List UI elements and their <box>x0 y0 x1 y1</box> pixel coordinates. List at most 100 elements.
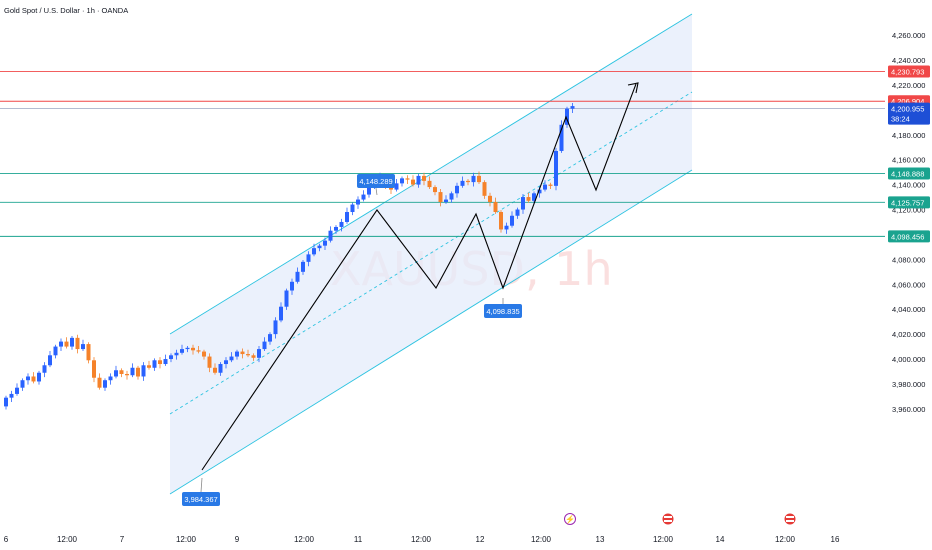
candle-body <box>235 351 239 357</box>
x-tick-label: 12:00 <box>57 535 78 544</box>
y-tick-label: 4,120.000 <box>892 206 925 215</box>
y-tick-label: 4,040.000 <box>892 305 925 314</box>
candle-body <box>31 376 36 382</box>
x-tick-label: 12:00 <box>176 535 197 544</box>
candle-body <box>345 212 349 222</box>
candle-body <box>114 370 118 377</box>
candle-body <box>9 393 14 398</box>
callout-leader <box>200 477 203 493</box>
channel-mid-line <box>169 91 693 415</box>
candle-body <box>4 397 8 407</box>
candle-body <box>125 373 129 376</box>
candle-body <box>482 182 487 196</box>
candle-body <box>37 372 41 382</box>
support-1-label: 4,148.888 <box>891 170 924 179</box>
candle-body <box>257 349 261 358</box>
countdown-label: 38:24 <box>891 115 910 124</box>
candle-body <box>268 334 272 342</box>
candle-body <box>493 202 498 213</box>
x-tick-label: 16 <box>831 535 840 544</box>
candle-body <box>312 248 316 255</box>
candle-body <box>416 175 421 185</box>
candle-body <box>251 355 256 358</box>
support-2-tag <box>888 196 930 209</box>
candle-body <box>328 230 333 241</box>
resistance-1-tag <box>888 65 930 78</box>
candle-body <box>169 355 173 360</box>
candle-body <box>246 354 250 356</box>
candle-body <box>185 347 190 350</box>
y-tick-label: 4,140.000 <box>892 181 925 190</box>
flag-event-icon-2 <box>784 513 796 525</box>
candle-body <box>26 376 30 381</box>
candle-body <box>356 199 360 205</box>
candle-body <box>515 209 520 216</box>
candle-body <box>433 187 437 193</box>
projection-path <box>201 83 637 471</box>
candle-body <box>455 185 459 194</box>
x-tick-label: 9 <box>235 535 240 544</box>
y-tick-label: 4,000.000 <box>892 355 925 364</box>
candle-body <box>559 124 564 151</box>
candle-body <box>466 180 470 183</box>
candle-body <box>323 240 327 246</box>
candle-body <box>70 337 74 347</box>
candle-body <box>570 106 575 109</box>
y-tick-label: 4,060.000 <box>892 280 925 289</box>
callout-label: 4,148.289 <box>359 177 392 186</box>
flag-stripe <box>786 516 794 518</box>
x-tick-label: 12:00 <box>775 535 796 544</box>
candle-body <box>290 281 294 291</box>
x-tick-label: 12 <box>476 535 485 544</box>
candle-body <box>207 356 212 368</box>
support-3-tag <box>888 230 930 243</box>
candle-body <box>48 355 52 366</box>
current-price-label: 4,200.955 <box>891 105 924 114</box>
candle-body <box>295 271 300 282</box>
candle-body <box>108 376 113 381</box>
candle-body <box>565 108 569 125</box>
candle-body <box>180 349 184 353</box>
y-tick-label: 4,180.000 <box>892 131 925 140</box>
callout-box <box>182 492 220 506</box>
candle-body <box>422 175 426 181</box>
y-tick-label: 4,260.000 <box>892 31 925 40</box>
candle-body <box>202 351 206 357</box>
candle-body <box>361 194 366 200</box>
projection-arrowhead <box>627 82 639 94</box>
x-tick-label: 12:00 <box>294 535 315 544</box>
y-tick-label: 4,220.000 <box>892 81 925 90</box>
candle-body <box>504 225 509 230</box>
candle-body <box>191 347 195 351</box>
candle-body <box>86 344 91 361</box>
candle-body <box>147 365 151 368</box>
candle-body <box>449 193 454 200</box>
support-2-label: 4,125.757 <box>891 198 924 207</box>
candle-body <box>284 290 289 307</box>
candle-body <box>174 352 179 356</box>
y-tick-label: 4,080.000 <box>892 255 925 264</box>
candle-body <box>92 360 96 378</box>
candle-body <box>240 351 245 355</box>
candle-body <box>554 150 558 186</box>
callout-label: 4,098.835 <box>486 307 519 316</box>
candle-body <box>537 189 542 194</box>
candle-body <box>15 387 19 394</box>
channel-lower-line <box>169 169 693 495</box>
candle-body <box>532 193 536 201</box>
candle-body <box>548 184 553 186</box>
candle-body <box>317 245 322 249</box>
symbol-header: Gold Spot / U.S. Dollar · 1h · OANDA <box>4 6 129 15</box>
callout-leader <box>375 187 378 196</box>
candle-body <box>42 365 47 373</box>
lightning-event-icon <box>564 513 576 525</box>
candle-body <box>400 178 404 184</box>
flag-stripe <box>664 520 672 522</box>
candle-body <box>196 350 201 352</box>
price-axis-bg <box>885 0 932 550</box>
candle-body <box>59 341 63 347</box>
candle-body <box>301 261 305 272</box>
candle-body <box>488 195 492 203</box>
candle-body <box>510 215 514 226</box>
